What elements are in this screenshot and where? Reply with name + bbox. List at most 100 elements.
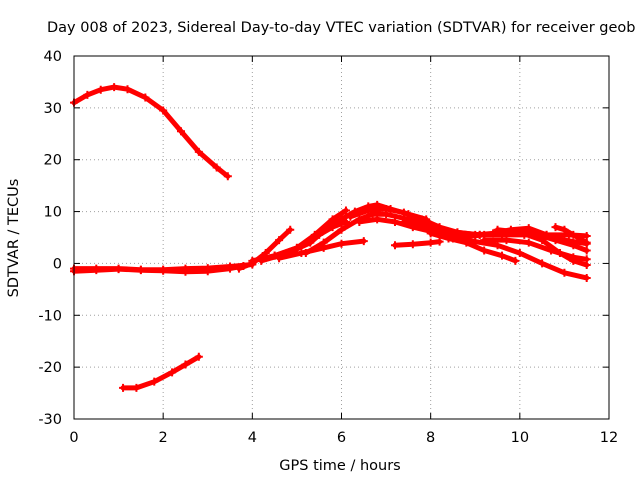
y-tick-label: 20: [44, 153, 62, 169]
data-point: [110, 83, 119, 92]
data-point: [582, 273, 591, 282]
data-point: [83, 90, 92, 99]
data-point: [337, 225, 346, 234]
data-point: [493, 225, 502, 234]
data-point: [123, 85, 132, 94]
data-point: [408, 240, 417, 249]
data-point: [257, 256, 266, 265]
data-point: [524, 238, 533, 247]
data-point: [399, 217, 408, 226]
data-point: [159, 106, 168, 115]
data-point: [310, 230, 319, 239]
data-point: [515, 249, 524, 258]
data-point: [471, 230, 480, 239]
data-point: [359, 237, 368, 246]
data-point: [582, 260, 591, 269]
data-point: [92, 264, 101, 273]
data-point: [391, 217, 399, 226]
data-point: [301, 249, 310, 258]
grid-lines: [74, 56, 609, 419]
data-point: [114, 264, 123, 273]
data-point: [96, 85, 105, 94]
data-point: [132, 383, 141, 392]
data-point: [382, 204, 391, 213]
data-point: [417, 222, 426, 231]
data-point: [391, 241, 399, 250]
x-tick-label: 6: [337, 430, 346, 446]
data-point: [560, 268, 569, 277]
data-point: [328, 215, 337, 224]
data-point: [426, 229, 435, 238]
data-point: [582, 231, 591, 240]
data-point: [373, 215, 382, 224]
series-layer: [70, 83, 591, 392]
y-axis-label: SDTVAR / TECUs: [6, 179, 22, 298]
y-tick-label: 40: [44, 49, 62, 65]
data-point: [223, 172, 232, 181]
data-point: [480, 246, 489, 255]
data-point: [538, 236, 547, 245]
data-point: [471, 237, 480, 246]
x-tick-label: 12: [600, 430, 618, 446]
y-tick-label: 0: [53, 256, 62, 272]
data-point: [181, 360, 190, 369]
data-point: [181, 264, 190, 273]
data-point: [493, 241, 502, 250]
data-point: [435, 237, 444, 246]
data-point: [275, 236, 284, 245]
data-point: [364, 206, 373, 215]
data-point: [286, 225, 295, 234]
data-point: [355, 217, 364, 226]
data-point: [555, 249, 564, 258]
data-point: [582, 246, 591, 255]
data-point: [417, 215, 426, 224]
data-point: [141, 93, 150, 102]
y-tick-label: -10: [38, 308, 62, 324]
data-point: [234, 264, 243, 273]
data-point: [448, 234, 457, 243]
data-point: [551, 223, 560, 232]
y-tick-label: 10: [44, 205, 62, 221]
x-tick-label: 10: [511, 430, 529, 446]
data-point: [136, 265, 145, 274]
data-point: [560, 225, 569, 234]
series-line-track-14: [392, 239, 443, 248]
chart-title: Day 008 of 2023, Sidereal Day-to-day VTE…: [47, 20, 635, 36]
y-tick-label: -20: [38, 360, 62, 376]
data-point: [177, 127, 185, 136]
data-point: [150, 377, 159, 386]
data-point: [542, 230, 551, 239]
data-point: [480, 236, 489, 245]
x-axis-label: GPS time / hours: [279, 458, 400, 474]
data-point: [194, 352, 203, 361]
data-point: [511, 256, 520, 265]
data-point: [337, 215, 346, 224]
data-point: [203, 264, 212, 273]
y-tick-label: -30: [38, 412, 62, 428]
y-tick-label: 30: [44, 101, 62, 117]
data-point: [569, 230, 578, 239]
data-point: [538, 259, 547, 268]
data-point: [292, 243, 301, 252]
data-point: [319, 238, 328, 247]
data-point: [515, 228, 524, 237]
data-point: [569, 256, 578, 265]
axis-ticks: 0 2 4 6 8 10 12 -30 -20 -10 0 10 20 30 40: [38, 49, 618, 446]
data-point: [502, 236, 511, 245]
data-point: [578, 236, 587, 245]
data-point: [399, 208, 408, 217]
data-point: [560, 236, 569, 245]
data-point: [524, 224, 533, 233]
data-point: [270, 251, 279, 260]
data-point: [194, 147, 203, 156]
data-point: [337, 239, 346, 248]
x-tick-label: 8: [426, 430, 435, 446]
data-point: [346, 212, 355, 221]
data-point: [426, 238, 435, 247]
x-tick-label: 2: [159, 430, 168, 446]
x-tick-label: 4: [248, 430, 257, 446]
data-point: [275, 254, 284, 263]
data-point: [119, 383, 128, 392]
